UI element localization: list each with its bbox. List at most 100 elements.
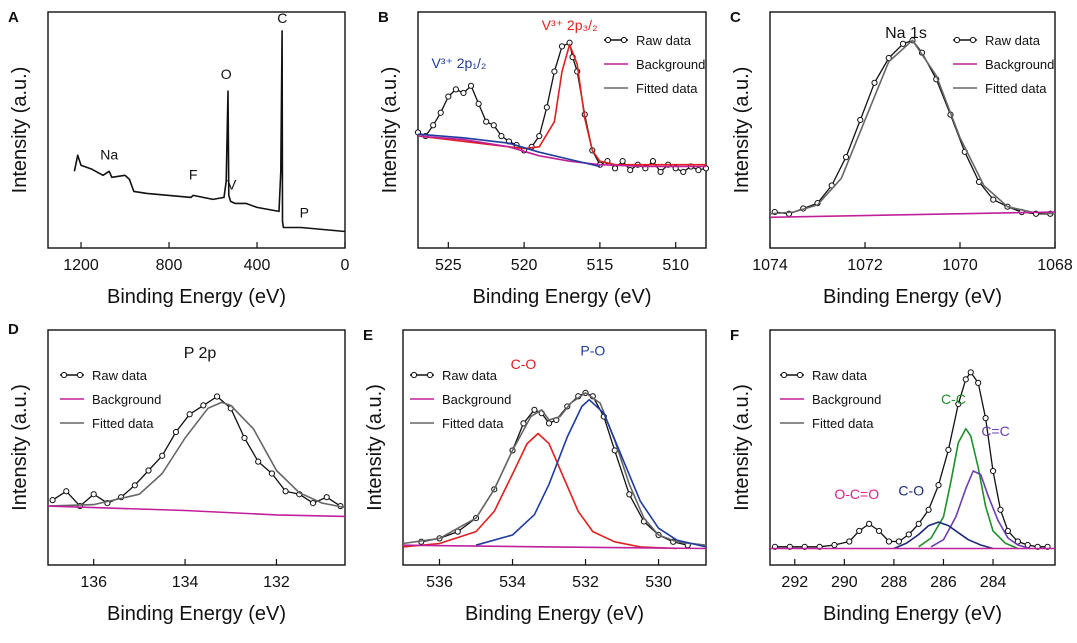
raw-data-point — [475, 100, 482, 107]
x-tick-label: 525 — [435, 257, 462, 274]
raw-data-point — [467, 82, 475, 89]
legend-entry: Fitted data — [985, 81, 1047, 96]
raw-data-point — [962, 376, 969, 383]
x-tick-label: 400 — [244, 257, 271, 274]
legend-entry: Background — [636, 57, 705, 72]
x-tick-label: 515 — [587, 257, 614, 274]
x-tick-label: 284 — [980, 574, 1007, 591]
raw-data-point — [1004, 527, 1012, 535]
x-tick-label: 136 — [80, 574, 107, 591]
x-axis-label: Binding Energy (eV) — [823, 286, 1002, 308]
raw-data-point — [611, 447, 618, 454]
series-line-survey — [73, 30, 346, 233]
x-axis-label: Binding Energy (eV) — [107, 603, 286, 625]
raw-data-point — [866, 520, 873, 527]
peak-annotation: V³⁺ 2p₃/₂ — [542, 17, 598, 33]
raw-data-point — [159, 452, 166, 459]
series-line-c-o — [402, 432, 677, 550]
series-line-background — [402, 544, 707, 550]
x-tick-label: 132 — [263, 574, 290, 591]
panel-label: E — [363, 327, 373, 344]
peak-annotation: P-O — [580, 343, 605, 359]
y-axis-label: Intensity (a.u.) — [379, 67, 401, 194]
peak-annotation: O — [221, 66, 232, 82]
series-line-v-2p1-2-component — [417, 133, 601, 168]
plot-frame — [769, 11, 1056, 249]
raw-data-point — [90, 491, 97, 498]
raw-data-point — [282, 488, 289, 495]
panel-label: D — [8, 321, 19, 338]
legend-marker — [780, 371, 788, 379]
panel-a: A 1200 800 400 0 Binding Energy (eV) Intensity… — [8, 9, 350, 308]
x-tick-label: 134 — [172, 574, 199, 591]
peak-annotation: C-C — [941, 391, 966, 407]
y-axis-label: Intensity (a.u.) — [9, 67, 31, 194]
raw-data-point — [989, 467, 997, 475]
x-tick-label: 1068 — [1037, 257, 1073, 274]
x-tick-label: 534 — [499, 574, 526, 591]
raw-data-point — [842, 154, 850, 161]
raw-data-point — [145, 467, 152, 474]
raw-data-point — [856, 527, 863, 535]
peak-annotation: F — [189, 166, 198, 182]
legend-entry: Raw data — [812, 368, 868, 383]
panel-label: A — [8, 9, 19, 26]
legend-marker — [796, 371, 804, 379]
panel-d: D 136 134 132 Binding Energy (eV) Intensity (… — [8, 321, 346, 625]
x-axis-label: Binding Energy (eV) — [107, 286, 286, 308]
legend-marker — [60, 371, 68, 379]
x-tick-label: 800 — [156, 257, 183, 274]
raw-data-point — [483, 118, 490, 125]
legend-entry: Raw data — [442, 368, 498, 383]
raw-data-point — [611, 165, 619, 172]
raw-data-point — [945, 446, 952, 453]
legend-entry: Background — [812, 392, 881, 407]
raw-data-point — [982, 415, 989, 422]
raw-data-point — [309, 500, 317, 507]
raw-data-point — [558, 43, 566, 50]
peak-annotation: C-O — [898, 483, 924, 499]
raw-data-point — [545, 420, 553, 427]
raw-data-point — [997, 506, 1004, 513]
legend-entry: Fitted data — [636, 81, 698, 96]
series-line-raw-data — [52, 395, 341, 507]
x-tick-label: 286 — [930, 574, 957, 591]
panel-b: B 525 520 515 510 Binding Energy (eV) Intensit… — [378, 9, 710, 308]
raw-data-point — [627, 167, 634, 174]
raw-data-point — [831, 541, 838, 549]
raw-data-point — [695, 167, 702, 174]
raw-data-point — [531, 406, 538, 413]
raw-data-point — [619, 158, 626, 165]
legend-entry: Raw data — [636, 33, 692, 48]
raw-data-point — [657, 168, 664, 176]
series-line-background — [769, 211, 1056, 219]
legend-entry: Raw data — [92, 368, 148, 383]
raw-data-point — [430, 122, 437, 129]
raw-data-point — [445, 93, 452, 100]
raw-data-point — [915, 520, 922, 527]
panel-label: F — [730, 327, 739, 344]
legend-marker — [76, 371, 84, 379]
panel-f: F 292 290 288 286 284 Binding Energy (eV) Inten… — [730, 327, 1056, 625]
peak-annotation: V — [227, 176, 237, 192]
plot-frame — [47, 329, 346, 566]
series-line-fitted-data — [769, 39, 1056, 215]
series-line-background — [417, 135, 706, 168]
raw-data-point — [200, 402, 207, 409]
panel-title: P 2p — [184, 345, 217, 362]
raw-data-point — [172, 428, 180, 436]
x-tick-label: 1074 — [752, 257, 788, 274]
peak-annotation: C-O — [511, 356, 537, 372]
peak-annotation: V³⁺ 2p₁/₂ — [431, 55, 486, 71]
raw-data-point — [846, 538, 853, 545]
legend-entry: Background — [442, 392, 511, 407]
legend-entry: Raw data — [985, 33, 1041, 48]
peak-annotation: C — [277, 10, 287, 26]
raw-data-point — [63, 488, 70, 495]
raw-data-point — [186, 411, 193, 418]
raw-data-point — [520, 420, 527, 427]
raw-data-point — [895, 538, 902, 545]
raw-data-point — [649, 158, 657, 165]
y-axis-label: Intensity (a.u.) — [364, 384, 386, 511]
